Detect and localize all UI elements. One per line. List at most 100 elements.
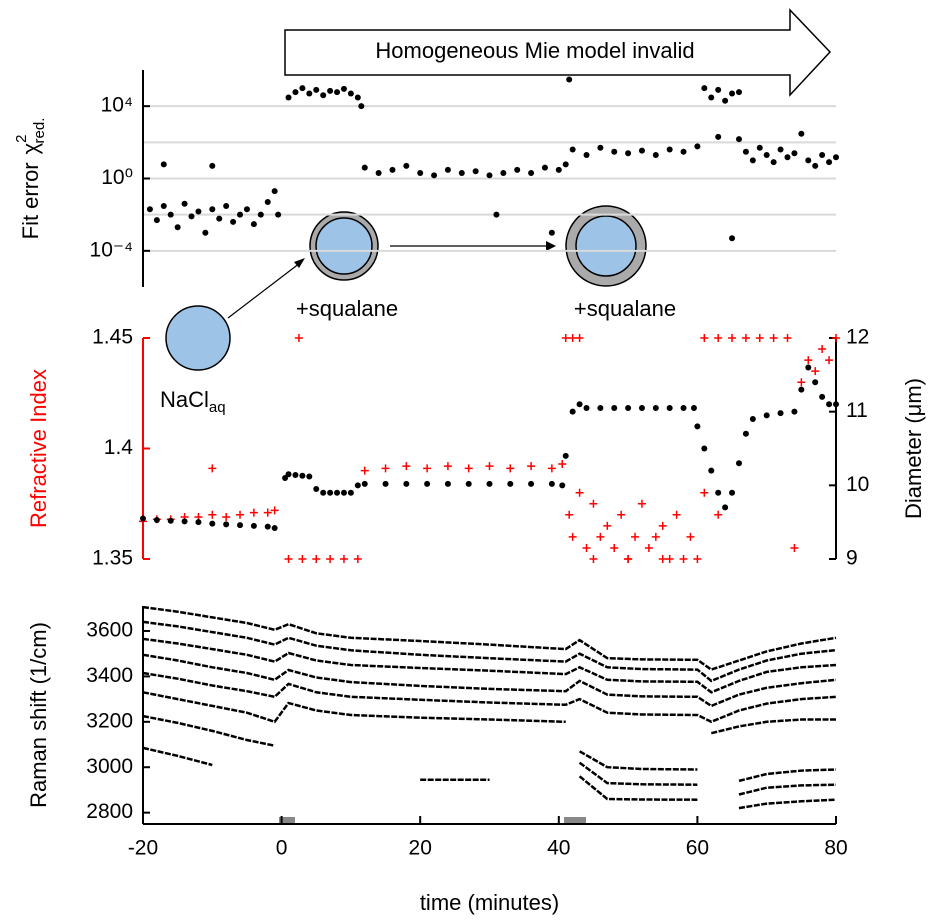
data-point: [569, 146, 576, 153]
data-point: [528, 170, 535, 177]
data-point: [334, 89, 341, 96]
data-point: [798, 130, 805, 137]
data-point: [832, 334, 840, 342]
data-point: [423, 464, 432, 473]
data-point: [722, 97, 729, 104]
data-point: [264, 523, 271, 530]
data-point: [313, 86, 320, 93]
data-point: [375, 170, 382, 177]
data-point: [339, 555, 348, 563]
data-point: [714, 510, 723, 519]
data-point: [589, 499, 598, 508]
data-point: [486, 172, 493, 179]
y-tick-label: 3400: [86, 664, 133, 687]
data-point: [528, 480, 535, 487]
data-point: [417, 170, 424, 177]
data-point: [562, 161, 569, 168]
data-point: [209, 206, 216, 213]
data-point: [174, 224, 181, 231]
data-point: [597, 144, 604, 151]
annotation-text: Homogeneous Mie model invalid: [375, 38, 694, 63]
data-point: [777, 146, 784, 153]
y2-tick-label: 10: [846, 473, 869, 496]
data-point: [791, 408, 798, 415]
data-point: [464, 464, 473, 473]
data-point: [700, 334, 709, 342]
data-point: [320, 92, 327, 99]
data-point: [223, 203, 230, 210]
data-point: [257, 211, 264, 218]
data-point: [797, 378, 806, 387]
data-point: [243, 206, 250, 213]
data-point: [833, 154, 839, 161]
data-point: [443, 462, 452, 471]
data-point: [358, 103, 365, 110]
data-point: [665, 555, 674, 563]
data-point: [783, 334, 792, 342]
data-point: [638, 147, 645, 154]
data-point: [360, 466, 369, 475]
y-tick-label: 10⁰: [101, 166, 133, 189]
data-point: [153, 516, 160, 523]
data-point: [507, 480, 514, 487]
y-tick-label: 3000: [86, 755, 133, 778]
annotation: +squalane: [296, 296, 398, 321]
data-point: [625, 150, 632, 157]
data-point: [313, 486, 320, 493]
y-tick-label: 1.45: [92, 326, 133, 349]
data-point: [236, 510, 245, 519]
data-point: [263, 508, 272, 517]
data-point: [465, 480, 472, 487]
data-point: [566, 76, 573, 83]
data-point: [575, 334, 584, 342]
data-point: [686, 532, 695, 541]
data-point: [569, 408, 576, 415]
x-tick-label: 0: [276, 837, 288, 860]
data-point: [576, 401, 583, 408]
data-point: [485, 462, 494, 471]
data-point: [777, 410, 784, 417]
data-point: [638, 404, 645, 411]
y-axis-label-text: Refractive Index: [26, 369, 51, 528]
data-point: [548, 480, 555, 487]
data-point: [811, 367, 820, 376]
data-point: [444, 480, 451, 487]
data-point: [589, 555, 598, 563]
data-point: [819, 151, 826, 158]
data-point: [270, 506, 279, 515]
raman-line: [578, 775, 837, 810]
data-point: [701, 85, 708, 92]
data-point: [558, 459, 567, 468]
data-point: [568, 532, 577, 541]
x-tick-label: 40: [547, 837, 570, 860]
data-point: [735, 460, 742, 467]
data-point: [741, 334, 750, 342]
layout: [165, 8, 832, 825]
annotation-sub: aq: [209, 399, 226, 416]
data-point: [431, 172, 438, 179]
y-axis-label: Raman shift (1/cm): [26, 622, 51, 808]
data-point: [285, 94, 292, 101]
y-tick-label: 3200: [86, 709, 133, 732]
data-point: [500, 170, 507, 177]
data-point: [271, 188, 278, 195]
data-point: [680, 148, 687, 155]
data-point: [658, 555, 667, 563]
y-axis-label: Fit error χ2red.: [13, 118, 48, 240]
data-point: [798, 386, 805, 393]
arrow-head: [546, 241, 556, 251]
data-point: [812, 162, 819, 169]
y2-tick-label: 12: [846, 326, 869, 349]
data-point: [547, 464, 556, 473]
data-point: [561, 334, 570, 342]
y-axis-label-text: Fit error: [18, 162, 43, 239]
data-point: [153, 217, 160, 224]
data-point: [624, 555, 633, 563]
x-tick-label: 60: [686, 837, 709, 860]
y-tick-label: 2800: [86, 800, 133, 823]
arrow-head: [294, 258, 305, 268]
data-point: [292, 89, 299, 96]
data-point: [637, 499, 646, 508]
data-point: [666, 404, 673, 411]
